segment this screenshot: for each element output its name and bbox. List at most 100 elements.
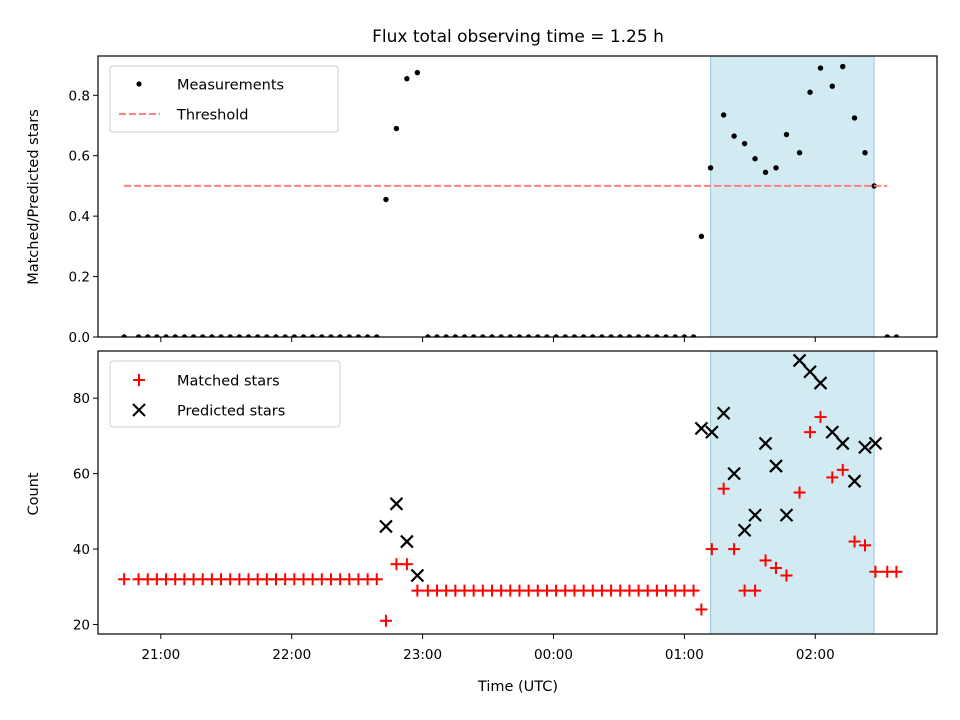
- measurement-point: [681, 334, 688, 337]
- measurement-point: [654, 334, 660, 337]
- matched-point: [370, 573, 383, 586]
- measurement-point: [489, 334, 495, 337]
- measurement-point: [200, 334, 206, 337]
- measurement-point: [840, 63, 846, 70]
- predicted-point: [835, 436, 850, 451]
- shaded-span: [710, 350, 875, 635]
- legend-top: Measurements Threshold: [109, 65, 339, 133]
- measurement-point: [829, 83, 835, 89]
- predicted-point-b: [769, 459, 783, 473]
- measurement-point: [807, 89, 813, 95]
- measurement-point: [309, 334, 316, 337]
- predicted-point-b: [825, 425, 840, 439]
- predicted-point-b: [705, 425, 719, 439]
- measurement-point: [817, 65, 824, 71]
- measurement-point: [690, 334, 697, 337]
- measurement-point: [374, 334, 380, 337]
- legend-predicted-label: Predicted stars: [177, 404, 285, 420]
- measurement-point: [590, 334, 596, 337]
- predicted-point: [705, 425, 719, 439]
- measurement-point: [862, 149, 868, 156]
- predicted-point: [792, 353, 807, 368]
- measurement-point: [346, 334, 353, 337]
- matched-point: [717, 482, 730, 495]
- measurement-point: [599, 334, 605, 337]
- legend-predicted-marker: [132, 403, 146, 417]
- predicted-point: [779, 508, 794, 522]
- measurement-point: [355, 334, 362, 337]
- measurement-point: [893, 334, 900, 337]
- y-tick-label: 20: [73, 618, 90, 634]
- predicted-point-b: [400, 534, 414, 549]
- measurement-point: [663, 334, 669, 337]
- measurement-point: [707, 165, 714, 171]
- predicted-point-b: [813, 376, 828, 390]
- measurement-point: [871, 183, 877, 189]
- matched-point: [836, 463, 849, 476]
- measurement-point: [121, 334, 127, 337]
- measurement-point: [273, 334, 279, 337]
- shaded-span: [710, 55, 875, 338]
- measurement-point: [452, 334, 459, 337]
- predicted-point-b: [748, 508, 762, 522]
- measurement-point: [525, 334, 532, 337]
- measurement-point: [461, 334, 468, 337]
- legend-matched-label: Matched stars: [177, 374, 280, 390]
- matched-point: [728, 543, 741, 556]
- matched-point: [848, 535, 861, 548]
- predicted-point: [410, 568, 425, 583]
- measurement-point: [562, 334, 568, 337]
- measurement-point: [884, 334, 890, 337]
- matched-point: [705, 543, 718, 556]
- matched-point: [390, 558, 403, 571]
- measurement-point: [300, 334, 307, 337]
- predicted-point-b: [716, 406, 731, 421]
- predicted-point-b: [758, 436, 773, 451]
- predicted-point-b: [737, 523, 752, 538]
- matched-point: [400, 558, 413, 571]
- axes-frame: [97, 350, 938, 635]
- measurement-point: [181, 334, 188, 337]
- measurement-point: [507, 334, 514, 337]
- measurement-point: [236, 334, 243, 337]
- axes-frame: [97, 55, 938, 338]
- predicted-point: [400, 534, 414, 549]
- x-tick-label: 01:00: [665, 647, 704, 663]
- predicted-point-b: [694, 421, 709, 436]
- matched-point: [814, 411, 827, 424]
- measurement-point: [762, 169, 769, 176]
- predicted-point: [716, 406, 731, 421]
- matched-point: [118, 573, 131, 586]
- predicted-point: [858, 440, 872, 454]
- measurement-point: [720, 112, 727, 118]
- measurement-point: [364, 334, 371, 337]
- x-tick-label: 21:00: [141, 647, 180, 663]
- measurement-point: [516, 334, 523, 337]
- x-tick-label: 23:00: [403, 647, 442, 663]
- measurement-point: [617, 334, 623, 337]
- measurement-point: [328, 334, 334, 337]
- measurement-point: [480, 334, 486, 337]
- measurement-point: [245, 334, 252, 337]
- predicted-point: [847, 474, 862, 488]
- y-tick-label: 60: [73, 467, 90, 483]
- y-tick-label: 0.6: [69, 149, 90, 165]
- measurement-point: [414, 69, 421, 76]
- y-axis-label-bottom: Count: [26, 472, 42, 515]
- matched-point: [859, 539, 872, 552]
- measurement-point: [741, 140, 748, 147]
- y-tick-label: 0.0: [69, 330, 90, 346]
- matched-point: [826, 471, 839, 484]
- predicted-point: [727, 466, 741, 481]
- y-tick-label: 0.4: [69, 209, 90, 225]
- measurement-point: [291, 334, 298, 337]
- measurement-point: [145, 334, 151, 337]
- measurement-point: [434, 334, 440, 337]
- measurement-point: [580, 334, 587, 337]
- measurement-point: [163, 334, 169, 337]
- predicted-point-b: [389, 497, 404, 511]
- measurement-point: [783, 131, 790, 138]
- legend-matched-marker: [133, 374, 145, 386]
- legend-bottom: Matched stars Predicted stars: [109, 360, 341, 428]
- measurement-point: [319, 334, 325, 337]
